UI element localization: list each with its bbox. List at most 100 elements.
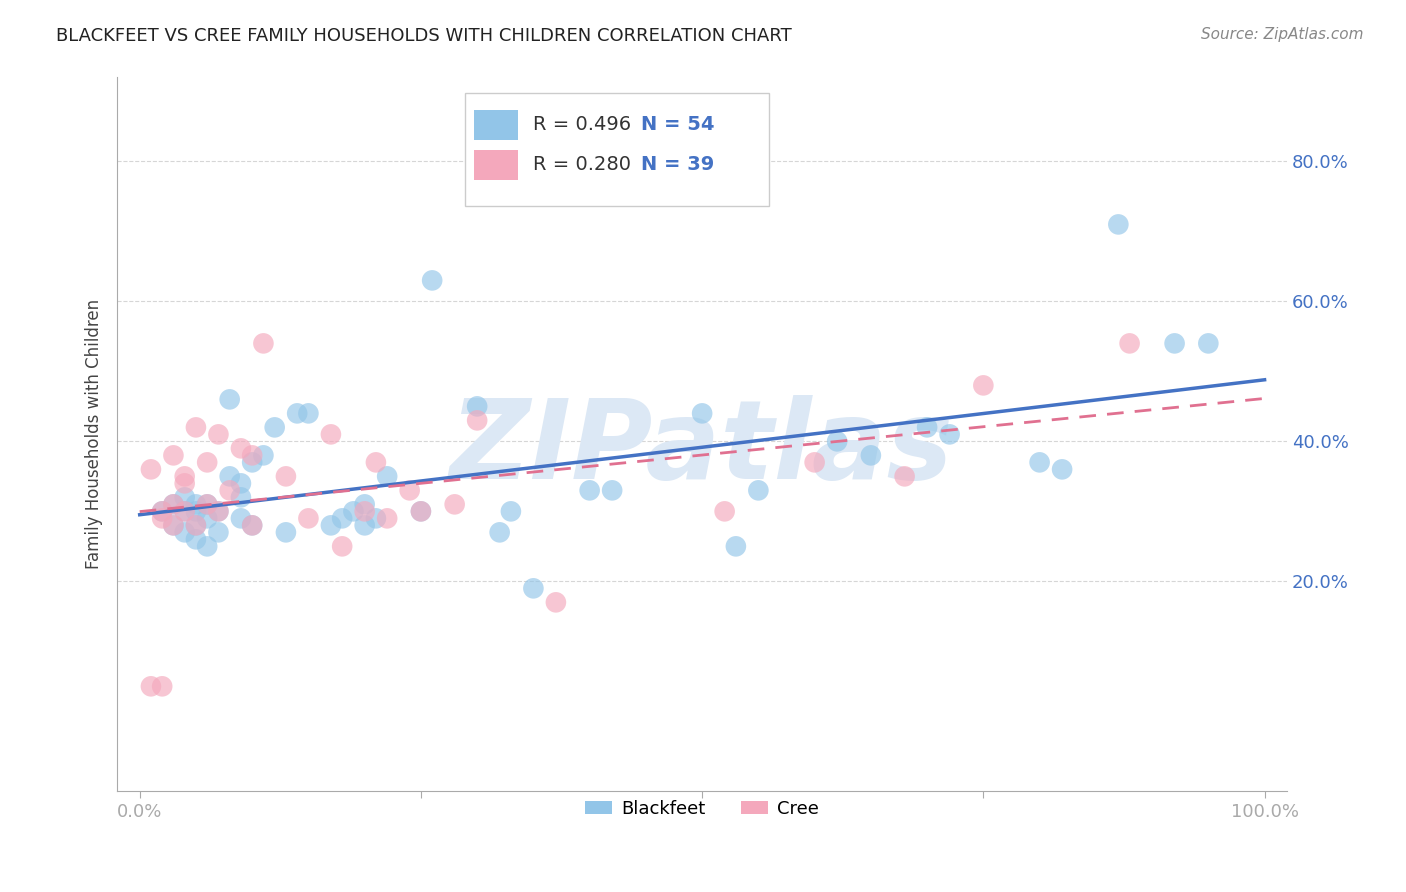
Point [353,518,375,533]
Point [240,448,263,462]
Point [825,434,848,449]
Point [724,539,747,553]
Point [240,455,263,469]
Point [139,679,162,693]
Point [150,504,173,518]
Point [364,511,387,525]
Point [375,469,398,483]
Point [195,455,218,469]
Point [229,511,252,525]
Point [1050,462,1073,476]
Point [297,511,319,525]
Point [319,427,342,442]
Point [173,504,195,518]
Point [544,595,567,609]
Point [319,518,342,533]
Point [285,406,308,420]
Point [409,504,432,518]
Y-axis label: Family Households with Children: Family Households with Children [86,300,103,569]
Point [173,469,195,483]
Point [218,469,240,483]
Point [420,273,443,287]
Point [150,504,173,518]
Point [263,420,285,434]
Point [972,378,994,392]
Point [1028,455,1050,469]
Point [252,336,274,351]
Point [499,504,522,518]
Point [207,504,229,518]
Text: R = 0.496: R = 0.496 [533,115,631,134]
Point [1197,336,1219,351]
Legend: Blackfeet, Cree: Blackfeet, Cree [578,793,827,825]
Point [207,427,229,442]
Text: R = 0.280: R = 0.280 [533,155,630,174]
Point [207,525,229,540]
Text: BLACKFEET VS CREE FAMILY HOUSEHOLDS WITH CHILDREN CORRELATION CHART: BLACKFEET VS CREE FAMILY HOUSEHOLDS WITH… [56,27,792,45]
Point [342,504,364,518]
Point [488,525,510,540]
Point [1163,336,1185,351]
Text: Source: ZipAtlas.com: Source: ZipAtlas.com [1201,27,1364,42]
Point [162,518,184,533]
Point [162,497,184,511]
Point [184,420,207,434]
Point [229,476,252,491]
FancyBboxPatch shape [474,110,519,139]
Point [443,497,465,511]
Point [218,483,240,498]
Point [1118,336,1140,351]
Point [522,582,544,596]
Point [803,455,825,469]
Point [184,504,207,518]
Point [330,511,353,525]
Point [162,448,184,462]
Point [1107,218,1129,232]
Point [218,392,240,407]
Point [600,483,623,498]
Text: N = 39: N = 39 [641,155,714,174]
Point [184,533,207,547]
Text: ZIPatlas: ZIPatlas [450,395,955,502]
Point [184,497,207,511]
Point [893,469,915,483]
Point [240,518,263,533]
Point [297,406,319,420]
Point [274,525,297,540]
Point [195,497,218,511]
Point [162,497,184,511]
Point [398,483,420,498]
Point [240,518,263,533]
Point [578,483,600,498]
Point [162,518,184,533]
Point [330,539,353,553]
Point [184,518,207,533]
Point [690,406,713,420]
Point [150,679,173,693]
Point [173,504,195,518]
Point [252,448,274,462]
Point [195,539,218,553]
Point [409,504,432,518]
Point [859,448,882,462]
Point [173,491,195,505]
FancyBboxPatch shape [464,93,769,206]
Point [747,483,769,498]
Text: N = 54: N = 54 [641,115,714,134]
Point [150,511,173,525]
Point [229,491,252,505]
Point [353,504,375,518]
Point [938,427,960,442]
Point [375,511,398,525]
Point [139,462,162,476]
Point [184,518,207,533]
Point [465,413,488,427]
Point [195,497,218,511]
Point [713,504,735,518]
Point [364,455,387,469]
Point [173,525,195,540]
Point [229,442,252,456]
Point [274,469,297,483]
Point [207,504,229,518]
FancyBboxPatch shape [474,150,519,179]
